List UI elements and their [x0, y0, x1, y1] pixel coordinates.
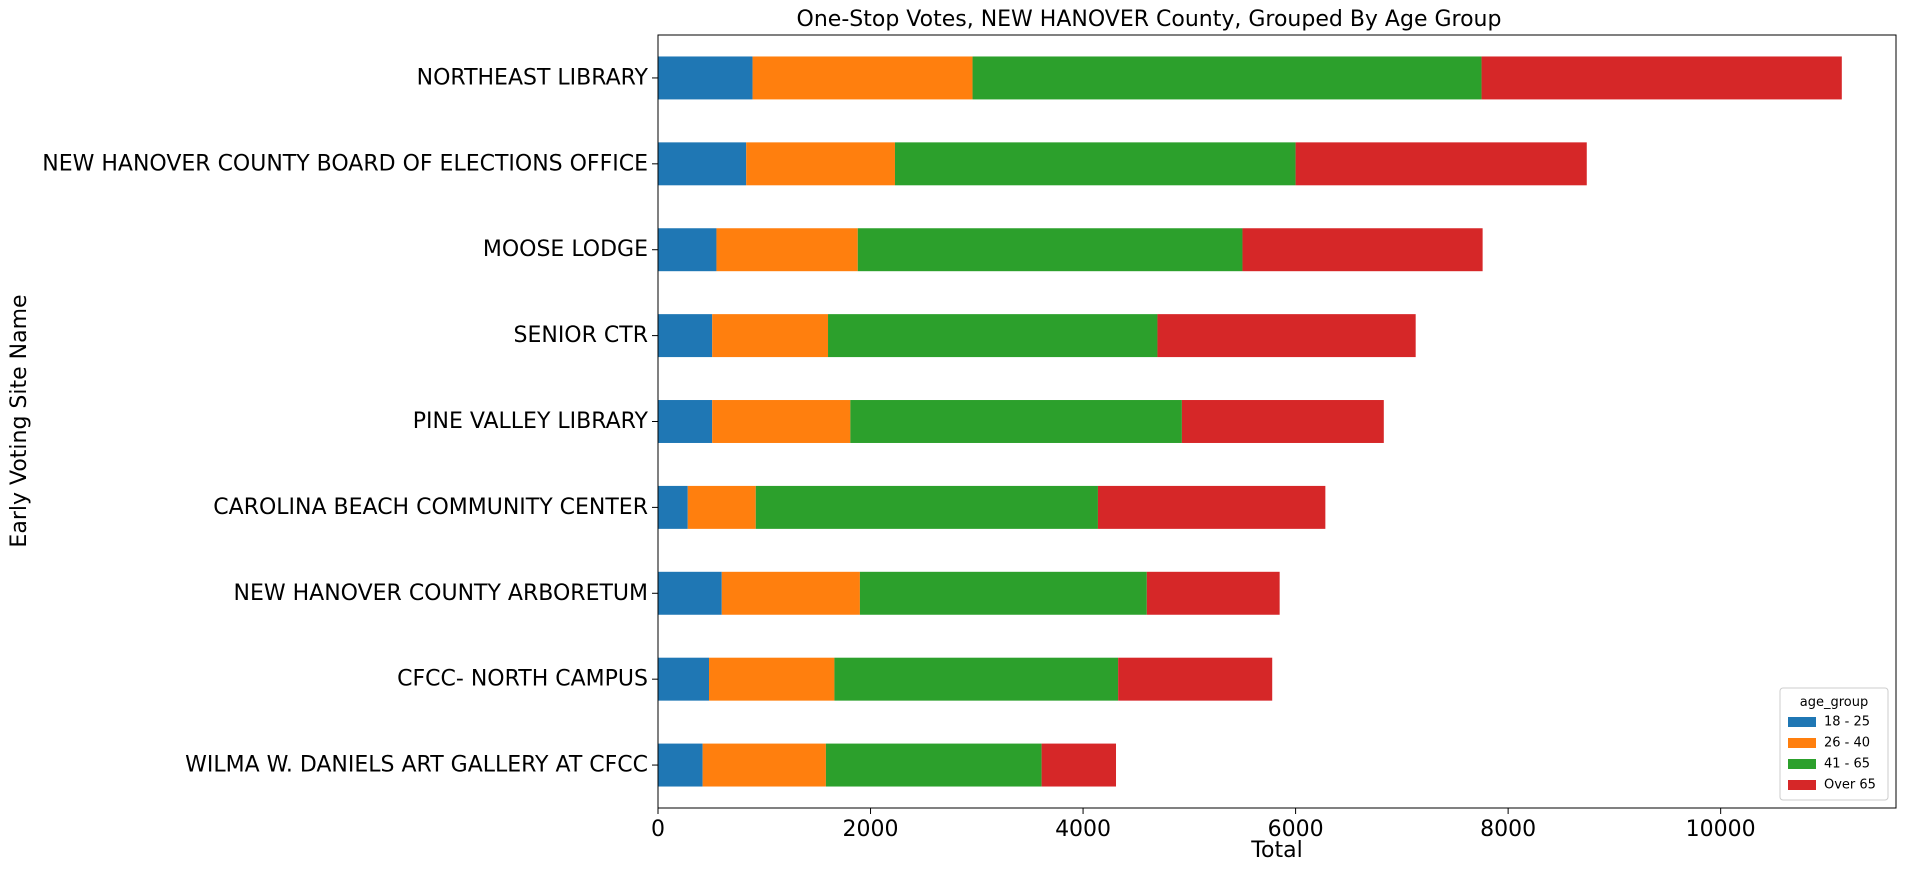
y-tick-label: CFCC- NORTH CAMPUS — [397, 667, 648, 692]
x-tick-label: 0 — [651, 817, 665, 842]
x-tick-label: 6000 — [1268, 817, 1324, 842]
bar-segment — [894, 142, 1296, 186]
x-tick-label: 10000 — [1686, 817, 1756, 842]
legend-label: Over 65 — [1824, 778, 1876, 793]
bar-segment — [755, 485, 1098, 529]
bar-segment — [752, 56, 973, 100]
bar-segment — [658, 56, 753, 100]
bar-segment — [972, 56, 1482, 100]
bar-segment — [658, 743, 703, 787]
bar-segment — [712, 400, 851, 443]
y-tick-label: NEW HANOVER COUNTY BOARD OF ELECTIONS OF… — [42, 151, 648, 176]
bar-segment — [1118, 657, 1273, 701]
x-tick-label: 8000 — [1480, 817, 1536, 842]
x-tick-label: 2000 — [843, 817, 899, 842]
bar-segment — [716, 228, 858, 272]
y-tick-label: NEW HANOVER COUNTY ARBORETUM — [234, 581, 649, 606]
legend-swatch — [1788, 738, 1816, 748]
bar-segment — [746, 142, 895, 186]
y-tick-label: MOOSE LODGE — [483, 237, 648, 262]
y-axis-label: Early Voting Site Name — [7, 294, 32, 547]
bar-segment — [857, 228, 1243, 272]
legend-box — [1779, 687, 1889, 801]
bar-segment — [721, 571, 860, 615]
bar-segment — [658, 142, 747, 186]
bar-segment — [712, 314, 829, 358]
bar-segment — [834, 657, 1119, 701]
bar-segment — [687, 485, 756, 529]
bar-segment — [1295, 142, 1587, 186]
plot-frame — [657, 34, 1897, 809]
y-tick-label: NORTHEAST LIBRARY — [417, 65, 649, 90]
legend: age_group 18 - 25 26 - 40 41 - 65 Over 65 — [1779, 687, 1889, 801]
legend-label: 26 - 40 — [1824, 736, 1870, 751]
bar-segment — [658, 485, 688, 529]
bar-segment — [709, 657, 835, 701]
bar-segment — [1157, 314, 1416, 358]
bar-segment — [658, 228, 717, 272]
bar-segment — [1097, 485, 1326, 529]
bar-segment — [1041, 743, 1117, 787]
bar-segment — [702, 743, 826, 787]
bar-segment — [1481, 56, 1842, 100]
legend-label: 18 - 25 — [1824, 715, 1870, 730]
bar-segment — [825, 743, 1042, 787]
plot-area: NORTHEAST LIBRARY NEW HANOVER COUNTY BOAR… — [42, 34, 1897, 842]
bar-segment — [1146, 571, 1280, 615]
x-tick-label: 4000 — [1055, 817, 1111, 842]
bar-segment — [658, 314, 713, 358]
y-tick-label: PINE VALLEY LIBRARY — [413, 409, 649, 434]
y-tick-label: WILMA W. DANIELS ART GALLERY AT CFCC — [185, 753, 648, 778]
bar-segment — [658, 571, 722, 615]
legend-swatch — [1788, 717, 1816, 727]
bar-segment — [828, 314, 1158, 358]
y-tick-label: SENIOR CTR — [514, 323, 649, 348]
bar-segment — [658, 657, 710, 701]
bar-segment — [859, 571, 1147, 615]
bar-segment — [658, 400, 713, 443]
y-tick-label: CAROLINA BEACH COMMUNITY CENTER — [213, 495, 648, 520]
bar-segment — [1242, 228, 1483, 272]
bar-segment — [850, 400, 1182, 443]
x-axis-label: Total — [1250, 838, 1302, 863]
bar-segment — [1181, 400, 1384, 443]
legend-title: age_group — [1800, 695, 1868, 710]
legend-swatch — [1788, 759, 1816, 769]
legend-label: 41 - 65 — [1824, 757, 1870, 772]
chart-title: One-Stop Votes, NEW HANOVER County, Grou… — [797, 7, 1502, 32]
legend-swatch — [1788, 780, 1816, 790]
